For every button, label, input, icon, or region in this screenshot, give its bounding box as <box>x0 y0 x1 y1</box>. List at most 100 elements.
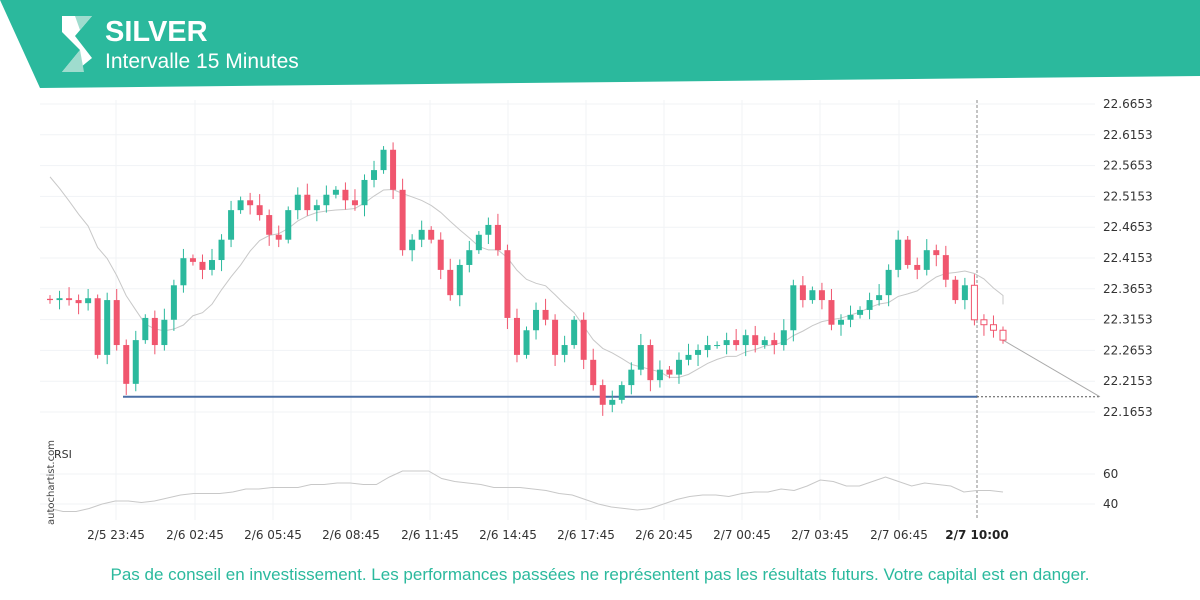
candle-body <box>552 319 559 355</box>
candle-body <box>780 330 787 346</box>
y-tick-label: 22.3653 <box>1103 282 1153 296</box>
candle-body <box>828 300 835 325</box>
candle-body <box>857 309 864 315</box>
candle-body <box>571 319 578 346</box>
x-tick-label: 2/6 08:45 <box>322 528 380 542</box>
candle-body <box>256 205 263 216</box>
candle-body <box>952 279 959 301</box>
y-tick-label: 22.2153 <box>1103 374 1153 388</box>
x-tick-label: 2/6 14:45 <box>479 528 537 542</box>
candle-body <box>961 285 968 301</box>
candle-body <box>475 234 482 251</box>
candle-body <box>428 229 435 240</box>
y-tick-label: 22.5153 <box>1103 189 1153 203</box>
y-tick-label: 22.4653 <box>1103 220 1153 234</box>
rsi-tick-label: 60 <box>1103 467 1118 481</box>
candle-body <box>771 340 778 346</box>
candle-body <box>895 239 902 270</box>
candle-body <box>218 239 225 261</box>
candle-body <box>456 264 463 296</box>
candle-body <box>170 285 177 320</box>
y-tick-label: 22.2653 <box>1103 343 1153 357</box>
candle-body <box>533 309 540 331</box>
candle-body <box>989 324 997 331</box>
candle-body <box>513 317 520 355</box>
candle-body <box>142 317 149 341</box>
candle-body <box>390 149 397 190</box>
candle-body <box>618 385 625 400</box>
candle-body <box>66 298 73 301</box>
candle-body <box>876 295 883 301</box>
candle-body <box>332 189 339 195</box>
candle-body <box>799 285 806 301</box>
candle-body <box>104 300 111 355</box>
x-tick-label: 2/7 00:45 <box>713 528 771 542</box>
candle-body <box>485 224 492 235</box>
candle-body <box>733 340 740 346</box>
candle-body <box>189 258 196 262</box>
x-tick-label: 2/5 23:45 <box>87 528 145 542</box>
x-tick-label: 2/6 20:45 <box>635 528 693 542</box>
candle-body <box>113 300 120 346</box>
candle-body <box>247 200 254 206</box>
disclaimer: Pas de conseil en investissement. Les pe… <box>110 565 1090 584</box>
candle-body <box>161 319 168 346</box>
candle-body <box>399 189 406 251</box>
candle-body <box>361 179 368 206</box>
candle-body <box>942 255 949 280</box>
candle-body <box>561 345 568 355</box>
candle-body <box>628 369 635 386</box>
current-time-label: 2/7 10:00 <box>945 528 1008 542</box>
y-tick-label: 22.5653 <box>1103 159 1153 173</box>
candle-body <box>837 319 844 325</box>
x-tick-label: 2/7 03:45 <box>791 528 849 542</box>
candle-body <box>466 250 473 265</box>
instrument-title: SILVER <box>105 16 208 48</box>
y-tick-label: 22.6153 <box>1103 128 1153 142</box>
candle-body <box>285 210 292 240</box>
x-tick-label: 2/7 06:45 <box>870 528 928 542</box>
candle-body <box>418 229 425 240</box>
candle-body <box>599 385 606 405</box>
candle-body <box>304 194 311 211</box>
candle-body <box>542 309 549 320</box>
candle-body <box>123 345 130 384</box>
candle-body <box>94 298 101 355</box>
y-tick-label: 22.1653 <box>1103 405 1153 419</box>
candle-body <box>970 284 978 321</box>
candle-body <box>580 319 587 360</box>
forecast-line <box>1002 339 1101 398</box>
logo-icon <box>62 16 92 72</box>
candle-body <box>590 359 597 386</box>
candle-body <box>847 314 854 320</box>
x-tick-label: 2/6 11:45 <box>401 528 459 542</box>
candle-body <box>885 269 892 296</box>
watermark: autochartist.com <box>46 440 57 525</box>
candle-body <box>685 354 692 360</box>
candle-body <box>980 319 988 326</box>
rsi-label: RSI <box>54 448 72 461</box>
candle-body <box>504 250 511 318</box>
candle-body <box>742 335 749 346</box>
candle-body <box>351 200 358 206</box>
candle-body <box>714 345 721 347</box>
candle-body <box>866 300 873 310</box>
candle-body <box>56 298 63 301</box>
candle-body <box>666 369 673 375</box>
candle-body <box>904 239 911 265</box>
candle-body <box>695 349 702 355</box>
candle-body <box>199 261 206 270</box>
candle-body <box>637 345 644 370</box>
candle-body <box>228 210 235 240</box>
candle-body <box>914 264 921 270</box>
candle-body <box>494 224 501 251</box>
candle-body <box>209 260 216 270</box>
candle-body <box>809 290 816 301</box>
candle-body <box>294 194 301 211</box>
price-chart: 22.6653 22.6153 22.5653 22.5153 22.4653 22.41… <box>40 97 1153 542</box>
candle-body <box>752 335 759 346</box>
candle-body <box>723 340 730 346</box>
candle-body <box>75 300 82 304</box>
candle-body <box>180 258 187 286</box>
candle-body <box>313 205 320 211</box>
